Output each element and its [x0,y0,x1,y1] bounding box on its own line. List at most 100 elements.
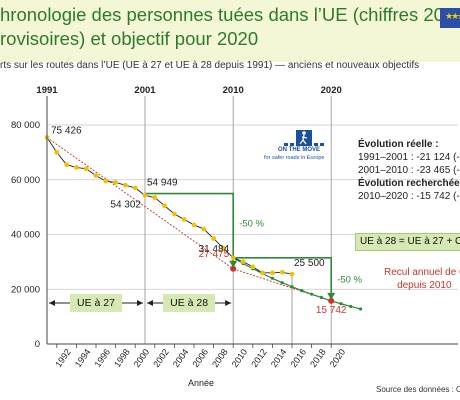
x-tick-label: 2016 [288,347,308,369]
pedestrian-crossing-icon [284,130,324,146]
actual-point [289,271,295,277]
x-tick-label: 1996 [92,347,112,369]
x-tick-label: 2012 [249,347,269,369]
target-point [270,276,274,280]
drop-arrow-2010-2020 [233,257,333,297]
actual-point [113,180,118,185]
actual-point [270,270,275,276]
target-point [349,304,353,309]
chart-subtitle: rts sur les routes dans l’UE (UE à 27 et… [0,60,420,71]
drop-label: -50 % [337,274,362,285]
period-arrowhead-right [137,300,143,306]
period-arrowhead-left [147,300,153,306]
target-point [300,289,304,293]
actual-point [132,185,138,191]
x-tick-label: 2008 [210,347,230,369]
x-tick-label: 2002 [151,347,171,369]
y-tick-label: 20 000 [11,284,40,295]
x-tick-label: 2014 [269,347,289,369]
actual-point [201,226,207,232]
data-label: 54 302 [110,199,141,210]
actual-point [221,245,226,251]
x-tick-label: 2020 [328,347,348,369]
data-label: 54 949 [147,178,178,189]
title-band: hronologie des personnes tuées dans l’UE… [0,0,460,62]
ue28-definition-box: UE à 28 = UE à 27 + Croa [355,233,460,251]
actual-point [142,192,148,198]
actual-point [162,203,168,209]
actual-point [123,182,128,188]
data-label: 31 484 [199,244,230,255]
x-tick-label: 1994 [73,347,93,369]
eu-flag-icon: ★★★ [440,8,460,28]
x-tick-label: 2010 [230,347,250,369]
data-source: Source des données : CAR [376,385,460,394]
eu-flag-stars: ★★★ [445,11,460,21]
annual-line-1: Recul annuel de 6 [384,267,460,278]
x-tick-label: 2018 [308,347,328,369]
drop-label: -50 % [239,218,264,229]
actual-point [103,178,109,184]
actual-point [152,195,158,200]
chart-lines [46,137,361,310]
logo-tagline: for safer roads in Europe [264,155,325,161]
annual-decrease-note: Recul annuel de 6 depuis 2010 [384,266,460,292]
target-red-point [230,265,237,272]
real-evolution-2: 2001–2010 : -23 465 (-4 [358,165,460,176]
actual-point [191,222,197,228]
chart-points [44,135,363,311]
data-label: 27 475 [199,249,230,260]
y-tick-label: 40 000 [11,230,40,241]
actual-point [172,211,177,217]
target-evolution-1: 2010–2020 : -15 742 (-5 [358,191,460,202]
old-target-line [46,137,234,270]
x-axis-label: Année [188,378,215,388]
on-the-move-logo: ON THE MOVE for safer roads in Europe [260,128,355,161]
data-label: 25 500 [294,258,325,269]
title-line-1: hronologie des personnes tuées dans l’UE… [0,4,460,25]
actual-point [74,165,79,170]
period-arrowhead-left [49,300,55,306]
target-evolution-heading: Évolution recherchée : [358,178,460,189]
logo-text: ON THE MOVE [278,147,321,153]
chart-grid [47,124,458,290]
actual-point [240,259,246,265]
evolution-notes: Évolution réelle : 1991–2001 : -21 124 (… [358,138,460,203]
target-point [339,302,343,306]
data-label: 75 426 [51,126,82,137]
actual-point [211,236,217,242]
top-year-label: 2020 [321,85,342,96]
period-label: UE à 28 [163,294,216,312]
target-curve [232,257,361,310]
period-arrowhead-right [225,300,232,306]
drop-arrowhead-1 [229,260,238,268]
actual-point [54,149,60,155]
actual-point [64,162,69,168]
target-point [290,285,294,289]
y-tick-label: 0 [35,339,40,350]
x-tick-label: 1992 [53,347,73,369]
period-label: UE à 27 [70,294,122,312]
title-line-2: rovisoires) et objectif pour 2020 [0,28,259,49]
drop-arrow-2001-2010 [145,192,234,265]
top-year-label: 1991 [36,85,58,96]
actual-point [279,269,285,275]
x-tick-label: 2000 [132,347,152,369]
target-point [280,281,284,285]
data-label: 15 742 [316,305,347,316]
actual-series-line [46,137,293,275]
y-tick-label: 80 000 [11,120,40,131]
actual-point [93,173,99,179]
real-evolution-1: 1991–2001 : -21 124 (-2 [358,152,460,163]
top-year-label: 2010 [223,85,244,96]
actual-point [83,166,89,172]
target-point [319,295,323,300]
target-point [359,307,363,311]
target-point [310,292,314,296]
x-tick-label: 1998 [112,347,132,369]
actual-point [230,255,236,261]
y-tick-label: 60 000 [11,175,40,186]
annual-line-2: depuis 2010 [397,280,452,291]
